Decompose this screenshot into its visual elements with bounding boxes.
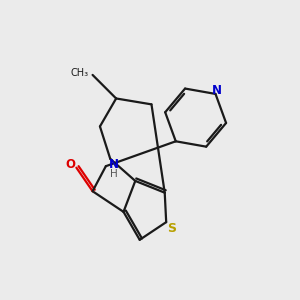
Text: CH₃: CH₃ xyxy=(70,68,88,78)
Text: H: H xyxy=(110,169,118,179)
Text: N: N xyxy=(109,158,119,171)
Text: N: N xyxy=(212,85,222,98)
Text: S: S xyxy=(167,221,176,235)
Text: O: O xyxy=(65,158,75,171)
